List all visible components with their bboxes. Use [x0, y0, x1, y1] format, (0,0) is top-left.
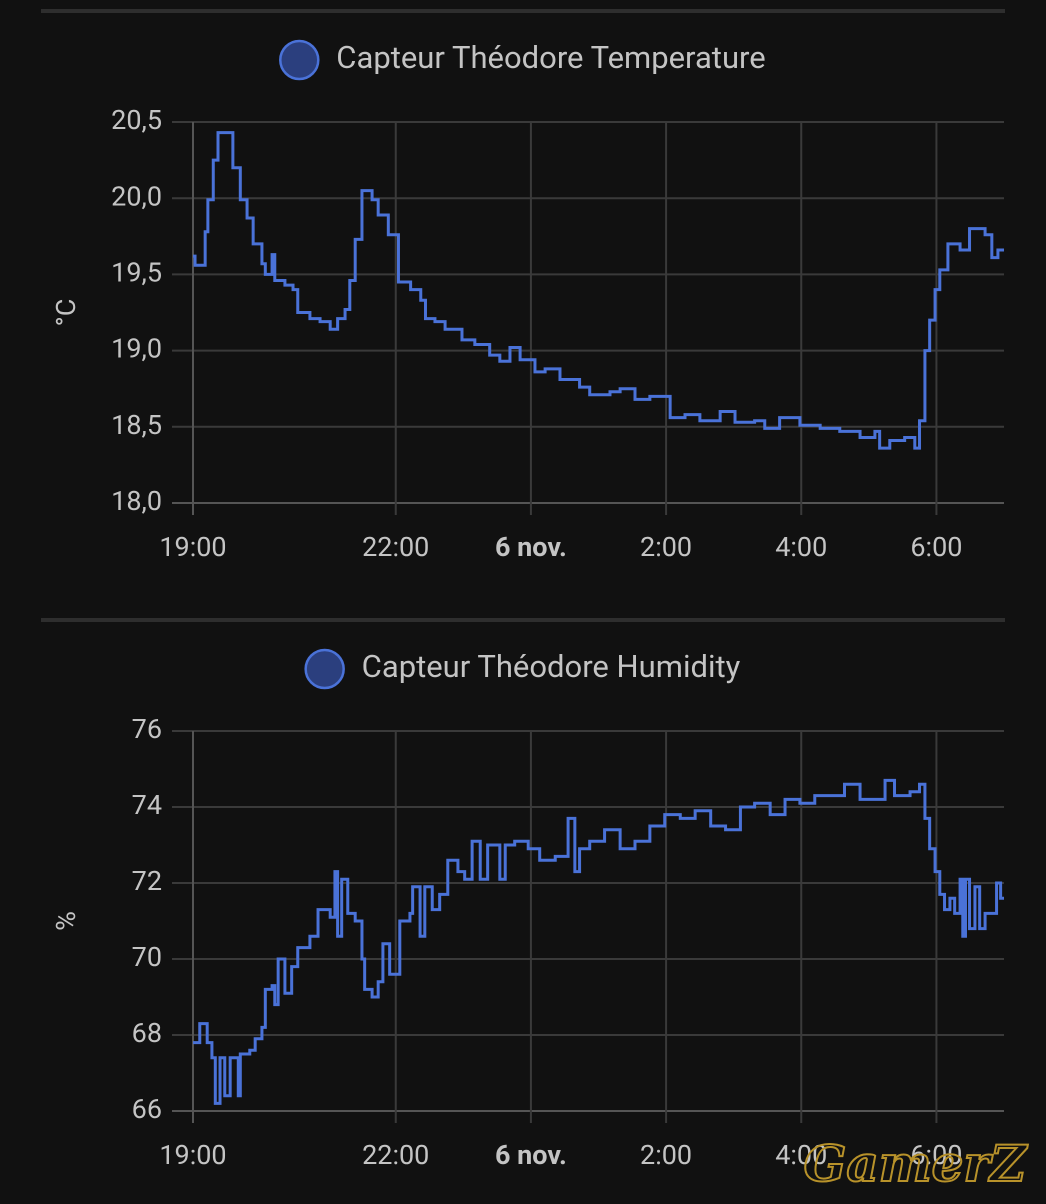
y-tick-label: 18,0: [111, 485, 162, 517]
y-tick-label: 20,5: [111, 104, 162, 136]
x-tick-label: 6:00: [910, 1139, 962, 1171]
legend-swatch: [304, 648, 345, 690]
legend-label: Capteur Théodore Temperature: [336, 39, 765, 76]
y-axis-label: %: [50, 911, 82, 931]
x-tick-label: 2:00: [640, 1139, 692, 1171]
y-tick-label: 18,5: [111, 409, 162, 441]
y-tick-label: 19,0: [111, 333, 162, 365]
watermark: GamerZ: [804, 1134, 1029, 1193]
series-line: [193, 131, 1004, 450]
x-tick-label: 19:00: [159, 1139, 226, 1171]
x-tick-label: 6:00: [910, 531, 962, 563]
y-tick-label: 72: [132, 865, 162, 897]
y-tick-label: 68: [132, 1017, 162, 1049]
series-line: [193, 778, 1004, 1105]
x-tick-label: 4:00: [775, 531, 827, 563]
legend-label: Capteur Théodore Humidity: [362, 648, 741, 685]
x-tick-label: 2:00: [640, 531, 692, 563]
x-tick-label: 6 nov.: [495, 1139, 567, 1171]
x-tick-label: 6 nov.: [495, 531, 567, 563]
y-tick-label: 19,5: [111, 257, 162, 289]
x-tick-label: 4:00: [775, 1139, 827, 1171]
x-tick-label: 22:00: [362, 1139, 429, 1171]
y-tick-label: 74: [132, 789, 162, 821]
x-tick-label: 22:00: [362, 531, 429, 563]
y-tick-label: 66: [132, 1093, 162, 1125]
y-axis-label: °C: [50, 299, 82, 327]
y-tick-label: 70: [132, 941, 162, 973]
legend-swatch: [279, 39, 320, 81]
y-tick-label: 20,0: [111, 180, 162, 212]
x-tick-label: 19:00: [159, 531, 226, 563]
y-tick-label: 76: [132, 713, 162, 745]
